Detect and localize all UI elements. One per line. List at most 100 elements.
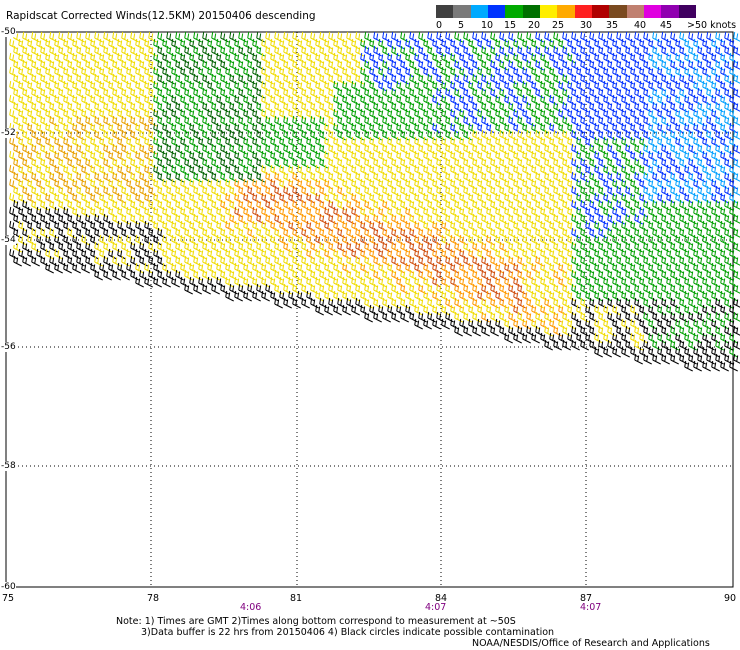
wind-barb — [328, 157, 337, 169]
wind-barb — [553, 87, 562, 99]
wind-barb — [594, 304, 603, 316]
wind-barb — [616, 45, 625, 57]
wind-barb — [526, 283, 535, 295]
wind-barb — [117, 220, 126, 232]
wind-barb — [117, 206, 126, 218]
wind-barb — [720, 150, 729, 162]
wind-barb — [99, 52, 108, 64]
wind-barb — [513, 38, 522, 50]
wind-barb — [252, 66, 261, 78]
wind-barb — [607, 297, 616, 309]
wind-barb — [337, 115, 346, 127]
wind-barb — [630, 346, 639, 358]
wind-barb — [157, 101, 166, 113]
wind-barb — [319, 241, 328, 253]
wind-barb — [477, 276, 486, 288]
wind-barb — [450, 136, 459, 148]
wind-barb — [369, 52, 378, 64]
wind-barb — [441, 276, 450, 288]
wind-barb — [526, 87, 535, 99]
wind-barb — [679, 241, 688, 253]
wind-barb — [76, 213, 85, 225]
wind-barb — [639, 66, 648, 78]
wind-barb — [148, 31, 157, 43]
wind-barb — [445, 45, 454, 57]
wind-barb — [220, 31, 229, 43]
wind-barb — [648, 290, 657, 302]
wind-barb — [306, 38, 315, 50]
wind-barb — [346, 59, 355, 71]
wind-barb — [27, 164, 36, 176]
wind-barb — [324, 276, 333, 288]
wind-barb — [436, 283, 445, 295]
wind-barb — [162, 52, 171, 64]
wind-barb — [544, 213, 553, 225]
wind-barb — [391, 185, 400, 197]
wind-barb — [108, 66, 117, 78]
wind-barb — [562, 255, 571, 267]
wind-barb — [373, 59, 382, 71]
wind-barb — [175, 45, 184, 57]
wind-barb — [558, 108, 567, 120]
wind-barb — [283, 255, 292, 267]
wind-barb — [589, 59, 598, 71]
wind-barb — [477, 150, 486, 162]
wind-barb — [531, 192, 540, 204]
wind-barb — [468, 150, 477, 162]
wind-barb — [346, 283, 355, 295]
wind-barb — [54, 164, 63, 176]
wind-barb — [67, 129, 76, 141]
wind-barb — [526, 157, 535, 169]
wind-barb — [279, 262, 288, 274]
wind-barb — [481, 143, 490, 155]
wind-barb — [571, 129, 580, 141]
wind-barb — [684, 332, 693, 344]
wind-barb — [612, 332, 621, 344]
wind-barb — [324, 220, 333, 232]
wind-barb — [459, 178, 468, 190]
wind-barb — [607, 227, 616, 239]
wind-barb — [342, 178, 351, 190]
wind-barb — [211, 241, 220, 253]
wind-barb — [585, 94, 594, 106]
wind-barb — [549, 164, 558, 176]
wind-barb — [706, 311, 715, 323]
wind-barb — [675, 150, 684, 162]
wind-barb — [247, 269, 256, 281]
wind-barb — [162, 276, 171, 288]
wind-barb — [76, 59, 85, 71]
wind-barb — [702, 234, 711, 246]
wind-barb — [220, 143, 229, 155]
wind-barb — [117, 122, 126, 134]
wind-barb — [225, 94, 234, 106]
wind-barb — [360, 234, 369, 246]
wind-barb — [54, 150, 63, 162]
wind-barb — [648, 164, 657, 176]
wind-barb — [625, 227, 634, 239]
wind-barb — [238, 87, 247, 99]
wind-barb — [103, 59, 112, 71]
wind-barb — [81, 136, 90, 148]
wind-barb — [558, 136, 567, 148]
wind-barb — [355, 129, 364, 141]
wind-barb — [553, 255, 562, 267]
wind-barb — [724, 157, 733, 169]
wind-barb — [589, 297, 598, 309]
wind-barb — [346, 185, 355, 197]
wind-barb — [481, 87, 490, 99]
wind-barb — [90, 122, 99, 134]
wind-barb — [562, 171, 571, 183]
wind-barb — [351, 80, 360, 92]
wind-barb — [522, 66, 531, 78]
wind-barb — [270, 262, 279, 274]
wind-barb — [333, 122, 342, 134]
wind-barb — [733, 45, 740, 56]
wind-barb — [207, 192, 216, 204]
wind-barb — [166, 129, 175, 141]
wind-barb — [418, 87, 427, 99]
wind-barb — [396, 178, 405, 190]
wind-barb — [414, 318, 423, 330]
wind-barb — [684, 178, 693, 190]
wind-barb — [72, 80, 81, 92]
wind-barb — [315, 108, 324, 120]
